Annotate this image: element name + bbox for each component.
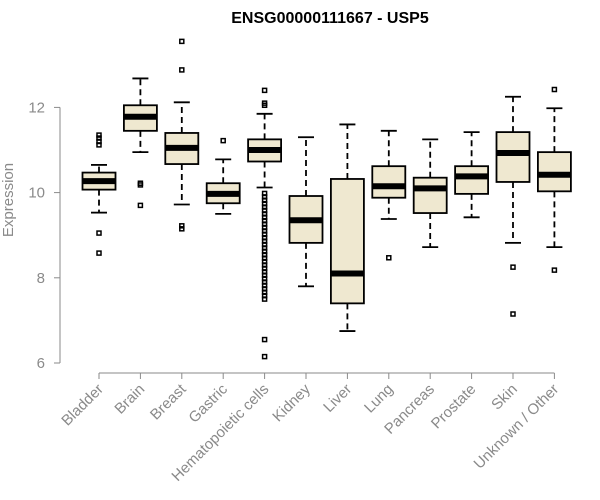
box-group [123,77,158,209]
box-group [205,137,241,215]
y-tick-label: 12 [28,99,45,116]
outlier-point [137,182,144,188]
box-iqr [371,165,407,199]
outlier-point [261,87,268,94]
outlier-point [261,336,268,343]
outlier-point [386,255,392,261]
box-group [81,132,117,256]
y-tick-label: 10 [28,185,45,202]
outlier-point [551,86,558,93]
outlier-point [261,102,268,109]
box-group [288,136,324,288]
outlier-point [179,38,185,45]
box-iqr [454,165,490,195]
boxes-group [81,38,572,360]
x-tick-label: Bladder [58,381,107,430]
x-tick-label: Liver [320,381,355,416]
box-group [537,86,572,273]
box-group [329,123,365,332]
outlier-point [510,311,516,317]
outlier-point [96,132,102,138]
box-group [495,95,531,317]
outlier-point [220,137,226,144]
y-axis: 6 8 10 12 [28,99,61,372]
outlier-point [179,223,185,229]
box-group [412,138,448,249]
x-tick-label: Brain [111,381,148,418]
outlier-point [179,226,185,232]
outlier-point [261,296,268,302]
box-group [247,87,283,360]
outlier-point [96,230,102,236]
outlier-point [96,142,102,148]
box-iqr [329,178,365,305]
box-iqr [412,176,448,214]
x-tick-label: Prostate [428,381,480,433]
outlier-point [261,353,268,360]
x-tick-label: Skin [488,381,521,414]
x-tick-label: Kidney [269,380,314,425]
box-group [164,38,200,232]
outlier-point [137,202,144,209]
y-tick-label: 6 [37,355,45,372]
y-axis-label: Expression [0,163,17,237]
outlier-point [96,250,102,256]
x-tick-label: Lung [361,381,397,417]
box-group [371,129,407,261]
outlier-point [179,67,185,73]
y-tick-label: 8 [37,270,45,287]
chart-title: ENSG00000111667 - USP5 [231,10,429,27]
outlier-point [551,267,558,273]
outlier-point [510,264,516,270]
x-tick-label: Breast [147,380,190,423]
box-group [454,131,490,219]
box-iqr [495,131,531,183]
